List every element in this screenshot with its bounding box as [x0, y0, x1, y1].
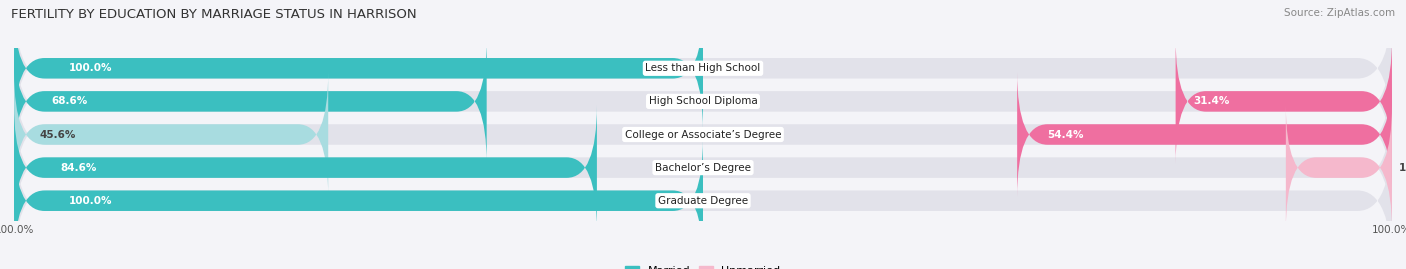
FancyBboxPatch shape — [14, 128, 1392, 269]
Text: College or Associate’s Degree: College or Associate’s Degree — [624, 129, 782, 140]
Text: 68.6%: 68.6% — [52, 96, 89, 107]
FancyBboxPatch shape — [14, 95, 1392, 240]
Text: Graduate Degree: Graduate Degree — [658, 196, 748, 206]
FancyBboxPatch shape — [1017, 72, 1392, 197]
FancyBboxPatch shape — [14, 105, 598, 230]
Text: 84.6%: 84.6% — [60, 162, 97, 173]
FancyBboxPatch shape — [14, 72, 328, 197]
Legend: Married, Unmarried: Married, Unmarried — [621, 261, 785, 269]
Text: Source: ZipAtlas.com: Source: ZipAtlas.com — [1284, 8, 1395, 18]
Text: 100.0%: 100.0% — [69, 63, 112, 73]
FancyBboxPatch shape — [14, 138, 703, 263]
Text: 15.4%: 15.4% — [1399, 162, 1406, 173]
FancyBboxPatch shape — [1286, 105, 1392, 230]
Text: 54.4%: 54.4% — [1047, 129, 1084, 140]
FancyBboxPatch shape — [14, 62, 1392, 207]
Text: 31.4%: 31.4% — [1192, 96, 1229, 107]
Text: 100.0%: 100.0% — [69, 196, 112, 206]
Text: 45.6%: 45.6% — [39, 129, 76, 140]
Text: Bachelor’s Degree: Bachelor’s Degree — [655, 162, 751, 173]
FancyBboxPatch shape — [14, 29, 1392, 174]
Text: High School Diploma: High School Diploma — [648, 96, 758, 107]
FancyBboxPatch shape — [14, 0, 1392, 141]
FancyBboxPatch shape — [14, 6, 703, 131]
Text: Less than High School: Less than High School — [645, 63, 761, 73]
FancyBboxPatch shape — [1175, 39, 1392, 164]
Text: FERTILITY BY EDUCATION BY MARRIAGE STATUS IN HARRISON: FERTILITY BY EDUCATION BY MARRIAGE STATU… — [11, 8, 416, 21]
FancyBboxPatch shape — [14, 39, 486, 164]
